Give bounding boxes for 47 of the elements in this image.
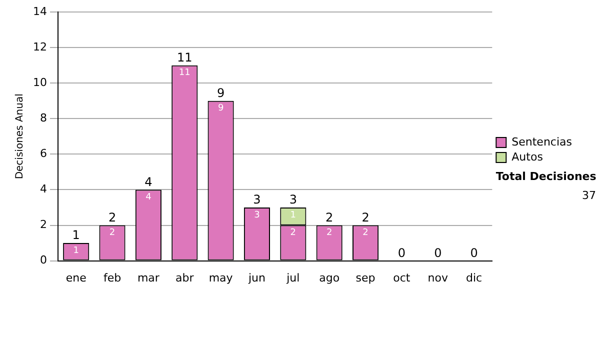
data-label: 4 [146,192,152,203]
total-label: 3 [289,192,297,207]
x-tick-label: dic [466,271,482,284]
x-tick-label: mar [137,271,160,284]
x-tick-label: sep [356,271,376,284]
x-tick-label: jul [286,271,300,284]
data-label: 9 [218,104,224,114]
x-tick-label: may [208,271,234,284]
total-label: 1 [72,228,80,242]
x-tick-label: ago [319,271,340,284]
y-tick-label: 6 [40,147,47,160]
total-label: 9 [216,86,225,100]
data-label: 2 [109,228,116,238]
total-label: 0 [470,246,478,260]
data-label: 2 [326,228,332,238]
text: 37 [582,188,596,202]
data-label: 1 [290,210,296,220]
total-label: 0 [398,246,406,260]
total-label: 2 [326,210,334,224]
data-label: 3 [254,210,260,220]
x-tick-label: nov [428,271,448,284]
data-label: 2 [362,228,368,238]
y-tick-label: 0 [40,254,47,267]
x-tick-label: abr [176,271,194,284]
legend-label: Autos [512,150,544,164]
text: Total Decisiones [496,170,597,183]
y-tick-label: 8 [40,111,47,124]
total-label: 0 [434,246,442,260]
total-label: 3 [253,192,261,207]
data-label: 2 [290,228,296,238]
y-tick-label: 10 [32,76,47,89]
x-tick-label: feb [103,271,122,284]
x-tick-label: jun [247,271,266,284]
x-tick-label: ene [66,271,87,284]
total-label: 2 [362,210,370,224]
x-tick-label: oct [393,271,411,284]
y-tick-label: 14 [32,4,47,18]
total-label: 2 [108,210,116,224]
total-label: 11 [176,50,192,64]
y-tick-label: 2 [40,218,47,232]
total-label: 4 [144,174,152,189]
y-axis-title: Decisiones Anual [14,94,26,180]
data-label: 1 [73,246,79,256]
data-label: 11 [178,68,190,78]
y-tick-label: 12 [32,40,47,54]
y-tick-label: 4 [40,182,47,196]
legend-label: Sentencias [512,135,572,148]
